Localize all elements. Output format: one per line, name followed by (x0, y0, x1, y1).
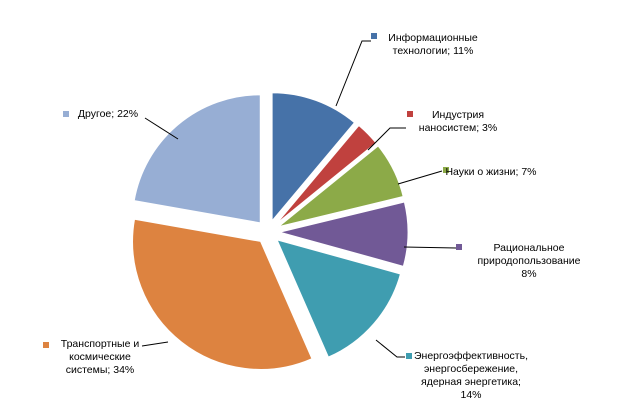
leader-line (375, 339, 405, 358)
leader-line (335, 40, 371, 107)
legend-marker (456, 244, 462, 250)
data-label: энергосбережение, (424, 363, 518, 375)
legend-marker (407, 111, 413, 117)
pie-slice (278, 145, 404, 228)
data-label: Другое; 22% (78, 108, 138, 120)
data-label: наносистем; 3% (419, 122, 497, 134)
data-label: Науки о жизни; 7% (445, 166, 536, 178)
pie-slice (271, 92, 356, 223)
pie-slice (276, 239, 402, 358)
leader-line (141, 341, 169, 347)
data-label: системы; 34% (66, 364, 135, 376)
data-label: Рациональное (494, 242, 565, 254)
pie-slices (132, 92, 409, 370)
legend-marker (406, 353, 412, 359)
legend-marker (43, 342, 49, 348)
pie-slice (278, 201, 409, 267)
leader-line (397, 170, 443, 185)
data-label: Транспортные и (61, 338, 140, 350)
leader-line (403, 246, 457, 249)
data-label: Энергоэффективность, (414, 350, 528, 362)
data-label: ядерная энергетика; (421, 376, 521, 388)
data-label: 8% (521, 268, 536, 280)
leader-line (367, 127, 406, 151)
data-label: Индустрия (432, 109, 484, 121)
legend-marker (443, 167, 449, 173)
data-label: космические (69, 351, 131, 363)
pie-slice (133, 94, 261, 224)
data-label: природопользование (477, 255, 580, 267)
data-label: 14% (460, 389, 481, 401)
data-label: технологии; 11% (393, 45, 474, 57)
leader-line (144, 117, 179, 140)
legend-marker (63, 111, 69, 117)
data-label: Информационные (388, 32, 478, 44)
pie-slice (276, 124, 377, 224)
pie-slice (132, 218, 313, 370)
legend-marker (371, 33, 377, 39)
